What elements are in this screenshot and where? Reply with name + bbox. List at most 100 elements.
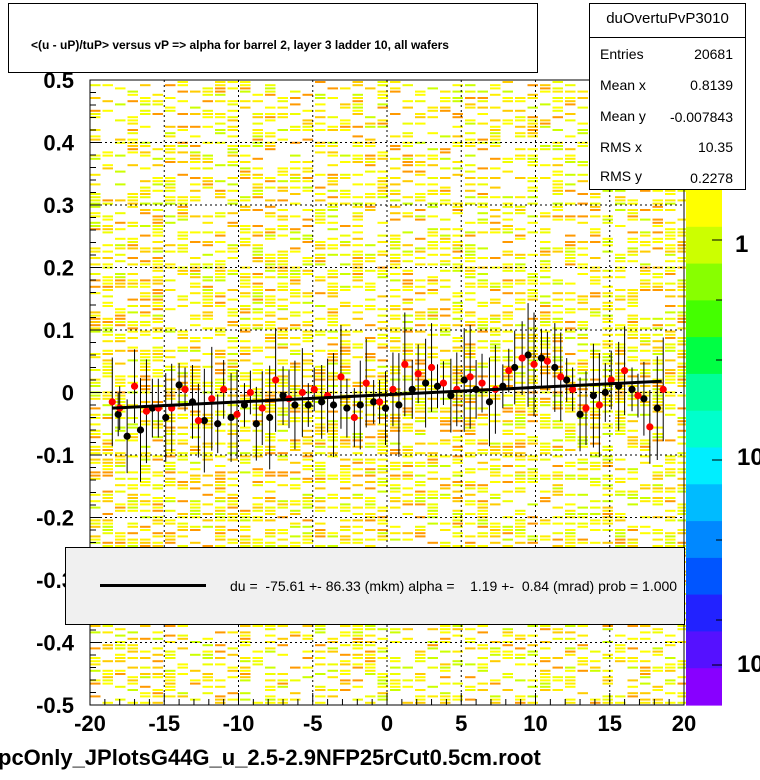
histogram-cell	[252, 244, 263, 247]
histogram-cell	[415, 317, 426, 320]
histogram-cell	[165, 433, 176, 435]
histogram-cell	[565, 493, 576, 496]
histogram-cell	[415, 343, 426, 346]
histogram-cell	[677, 375, 688, 378]
histogram-cell	[352, 257, 363, 259]
histogram-cell	[190, 541, 201, 544]
histogram-cell	[215, 234, 226, 237]
histogram-cell	[302, 532, 313, 535]
histogram-cell	[627, 637, 638, 640]
histogram-cell	[302, 420, 313, 423]
histogram-cell	[515, 397, 526, 400]
histogram-cell	[227, 541, 238, 544]
histogram-cell	[390, 525, 401, 528]
histogram-cell	[140, 225, 151, 227]
histogram-cell	[115, 317, 126, 320]
histogram-cell	[615, 375, 626, 378]
histogram-cell	[577, 647, 588, 650]
data-point-red	[414, 370, 422, 378]
histogram-cell	[102, 250, 113, 253]
histogram-cell	[140, 385, 151, 387]
histogram-cell	[390, 461, 401, 464]
histogram-cell	[490, 84, 501, 87]
histogram-cell	[340, 372, 351, 375]
histogram-cell	[490, 282, 501, 285]
histogram-cell	[427, 189, 438, 192]
histogram-cell	[565, 330, 576, 333]
histogram-cell	[627, 493, 638, 496]
histogram-cell	[177, 129, 188, 131]
histogram-cell	[302, 218, 313, 221]
histogram-cell	[527, 340, 538, 343]
histogram-cell	[552, 516, 563, 519]
histogram-cell	[165, 279, 176, 282]
histogram-cell	[602, 695, 613, 698]
histogram-cell	[152, 689, 163, 691]
histogram-cell	[602, 237, 613, 240]
histogram-cell	[665, 669, 676, 672]
histogram-cell	[265, 436, 276, 439]
histogram-cell	[165, 378, 176, 381]
histogram-cell	[140, 650, 151, 653]
histogram-cell	[452, 650, 463, 653]
histogram-cell	[577, 295, 588, 298]
histogram-cell	[565, 631, 576, 634]
histogram-cell	[452, 663, 463, 666]
histogram-cell	[352, 276, 363, 279]
histogram-cell	[277, 653, 288, 656]
histogram-cell	[415, 237, 426, 240]
histogram-cell	[390, 148, 401, 151]
histogram-cell	[327, 689, 338, 691]
histogram-cell	[677, 420, 688, 423]
histogram-cell	[177, 458, 188, 461]
histogram-cell	[202, 295, 213, 298]
histogram-cell	[565, 327, 576, 330]
histogram-cell	[102, 321, 113, 323]
histogram-cell	[477, 346, 488, 349]
histogram-cell	[252, 129, 263, 131]
histogram-cell	[365, 170, 376, 173]
histogram-cell	[540, 228, 551, 231]
histogram-cell	[340, 333, 351, 336]
histogram-cell	[340, 487, 351, 490]
histogram-cell	[152, 321, 163, 323]
histogram-cell	[315, 417, 326, 419]
histogram-cell	[352, 506, 363, 509]
histogram-cell	[277, 362, 288, 365]
histogram-cell	[615, 481, 626, 483]
histogram-cell	[290, 125, 301, 128]
histogram-cell	[252, 157, 263, 160]
stat-entries-value: 20681	[694, 46, 733, 62]
histogram-cell	[140, 186, 151, 189]
histogram-cell	[452, 167, 463, 170]
histogram-cell	[102, 266, 113, 269]
histogram-cell	[677, 353, 688, 355]
histogram-cell	[277, 225, 288, 227]
histogram-cell	[127, 346, 138, 349]
histogram-cell	[565, 679, 576, 682]
histogram-cell	[277, 167, 288, 170]
histogram-cell	[165, 449, 176, 451]
histogram-cell	[415, 679, 426, 682]
histogram-cell	[465, 90, 476, 93]
histogram-cell	[152, 250, 163, 253]
histogram-cell	[265, 87, 276, 90]
histogram-cell	[627, 625, 638, 627]
histogram-cell	[215, 429, 226, 432]
histogram-cell	[252, 260, 263, 263]
histogram-cell	[265, 346, 276, 349]
histogram-cell	[377, 177, 388, 179]
histogram-cell	[240, 237, 251, 240]
histogram-cell	[365, 164, 376, 167]
histogram-cell	[490, 125, 501, 128]
histogram-cell	[90, 458, 101, 461]
histogram-cell	[352, 173, 363, 176]
histogram-cell	[190, 257, 201, 259]
palette-segment	[686, 337, 722, 375]
histogram-cell	[240, 311, 251, 314]
histogram-cell	[315, 305, 326, 307]
histogram-cell	[340, 369, 351, 371]
histogram-cell	[140, 324, 151, 327]
histogram-cell	[465, 132, 476, 135]
histogram-cell	[252, 295, 263, 298]
